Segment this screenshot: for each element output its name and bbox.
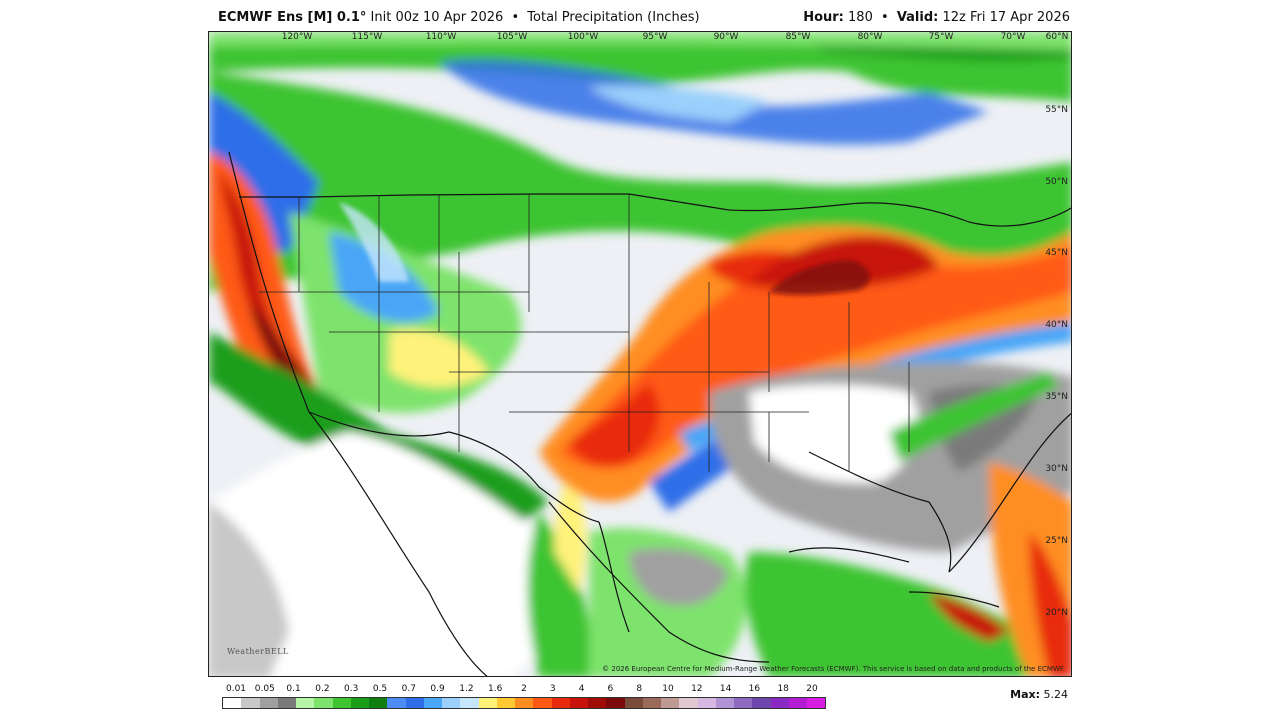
lat-label: 45°N	[1045, 248, 1068, 258]
scale-tick-label: 0.1	[286, 684, 301, 694]
lat-label: 55°N	[1045, 105, 1068, 115]
country-borders	[228, 151, 1071, 676]
lon-label: 100°W	[567, 32, 599, 42]
scale-color-bar	[222, 697, 826, 709]
scale-swatch	[715, 698, 734, 708]
lon-label: 105°W	[496, 32, 528, 42]
scale-swatch	[697, 698, 716, 708]
lat-label: 35°N	[1045, 392, 1068, 402]
precip-color-scale: 0.01 0.05 0.1 0.2 0.3 0.5 0.7 0.9 1.2 1.6 2 3 4 6 8 10 1…	[222, 684, 826, 709]
scale-swatch	[350, 698, 369, 708]
init-time: Init 00z 10 Apr 2026	[370, 10, 504, 25]
scale-tick-label: 0.5	[372, 684, 388, 694]
max-value: Max: 5.24	[1010, 688, 1068, 701]
scale-tick-label: 0.2	[315, 684, 330, 694]
scale-tick-label: 10	[662, 684, 674, 694]
lon-label: 110°W	[425, 32, 457, 42]
scale-tick-label: 18	[777, 684, 789, 694]
max-number: 5.24	[1043, 688, 1069, 701]
lon-label: 70°W	[1000, 32, 1026, 42]
lat-label: 30°N	[1045, 464, 1068, 474]
scale-tick-labels: 0.01 0.05 0.1 0.2 0.3 0.5 0.7 0.9 1.2 1.6 2 3 4 6 8 10 1…	[222, 684, 826, 696]
scale-tick-label: 1.6	[488, 684, 503, 694]
scale-tick-label: 0.9	[430, 684, 445, 694]
scale-swatch	[423, 698, 442, 708]
scale-swatch	[734, 698, 753, 708]
scale-swatch	[387, 698, 406, 708]
lon-label: 90°W	[713, 32, 739, 42]
valid-label: Valid:	[896, 10, 939, 25]
scale-tick-label: 1.2	[459, 684, 474, 694]
scale-swatch	[296, 698, 315, 708]
scale-tick-label: 6	[607, 684, 614, 694]
weatherbell-logo: WeatherBELL	[227, 647, 289, 656]
precipitation-map: 120°W 115°W 110°W 105°W 100°W 95°W 90°W …	[208, 31, 1072, 677]
max-label: Max:	[1010, 688, 1040, 701]
lat-label-top: 60°N	[1045, 32, 1069, 42]
scale-swatch	[223, 698, 242, 708]
scale-swatch	[624, 698, 643, 708]
scale-swatch	[569, 698, 588, 708]
title-bullet: •	[511, 10, 520, 25]
scale-tick-label: 0.3	[344, 684, 359, 694]
lon-label: 75°W	[928, 32, 954, 42]
scale-swatch	[314, 698, 333, 708]
copyright-notice: © 2026 European Centre for Medium-Range …	[602, 665, 1065, 673]
scale-swatch	[277, 698, 296, 708]
scale-tick-label: 4	[578, 684, 585, 694]
scale-swatch	[496, 698, 515, 708]
scale-swatch	[588, 698, 607, 708]
scale-swatch	[770, 698, 789, 708]
scale-swatch	[478, 698, 497, 708]
lon-label: 85°W	[785, 32, 811, 42]
lon-label: 115°W	[351, 32, 383, 42]
state-borders	[259, 194, 910, 472]
scale-tick-label: 0.05	[254, 684, 275, 694]
model-name: ECMWF Ens [M] 0.1°	[218, 10, 367, 25]
hour-label: Hour:	[803, 10, 844, 25]
scale-swatch	[442, 698, 461, 708]
scale-swatch	[460, 698, 479, 708]
scale-swatch	[679, 698, 698, 708]
scale-tick-label: 20	[806, 684, 818, 694]
scale-swatch	[533, 698, 552, 708]
scale-swatch	[259, 698, 278, 708]
lat-label: 20°N	[1045, 608, 1068, 618]
scale-swatch	[661, 698, 680, 708]
lat-label: 40°N	[1045, 320, 1068, 330]
lat-label: 50°N	[1045, 177, 1068, 187]
valid-bullet: •	[881, 10, 889, 25]
scale-tick-label: 16	[748, 684, 761, 694]
valid-info: Hour: 180 • Valid: 12z Fri 17 Apr 2026	[803, 10, 1070, 25]
product-name: Total Precipitation (Inches)	[527, 10, 700, 25]
scale-tick-label: 3	[549, 684, 556, 694]
scale-swatch	[369, 698, 388, 708]
valid-value: 12z Fri 17 Apr 2026	[942, 10, 1071, 25]
scale-tick-label: 0.7	[401, 684, 416, 694]
lon-label: 80°W	[857, 32, 883, 42]
scale-swatch	[788, 698, 807, 708]
map-title: ECMWF Ens [M] 0.1° Init 00z 10 Apr 2026 …	[218, 10, 700, 25]
lat-label: 25°N	[1045, 536, 1068, 546]
scale-tick-label: 14	[719, 684, 732, 694]
scale-swatch	[551, 698, 570, 708]
scale-swatch	[642, 698, 661, 708]
scale-swatch	[752, 698, 771, 708]
scale-swatch	[405, 698, 424, 708]
scale-swatch	[515, 698, 534, 708]
scale-swatch	[332, 698, 351, 708]
scale-tick-label: 2	[521, 684, 527, 694]
hour-value: 180	[848, 10, 873, 25]
scale-tick-label: 12	[691, 684, 703, 694]
scale-swatch	[807, 698, 826, 708]
scale-tick-label: 0.01	[225, 684, 247, 694]
scale-swatch	[241, 698, 260, 708]
lon-label: 95°W	[642, 32, 668, 42]
scale-tick-label: 8	[636, 684, 643, 694]
lon-label: 120°W	[281, 32, 313, 42]
scale-swatch	[606, 698, 625, 708]
precip-field	[209, 32, 1071, 676]
